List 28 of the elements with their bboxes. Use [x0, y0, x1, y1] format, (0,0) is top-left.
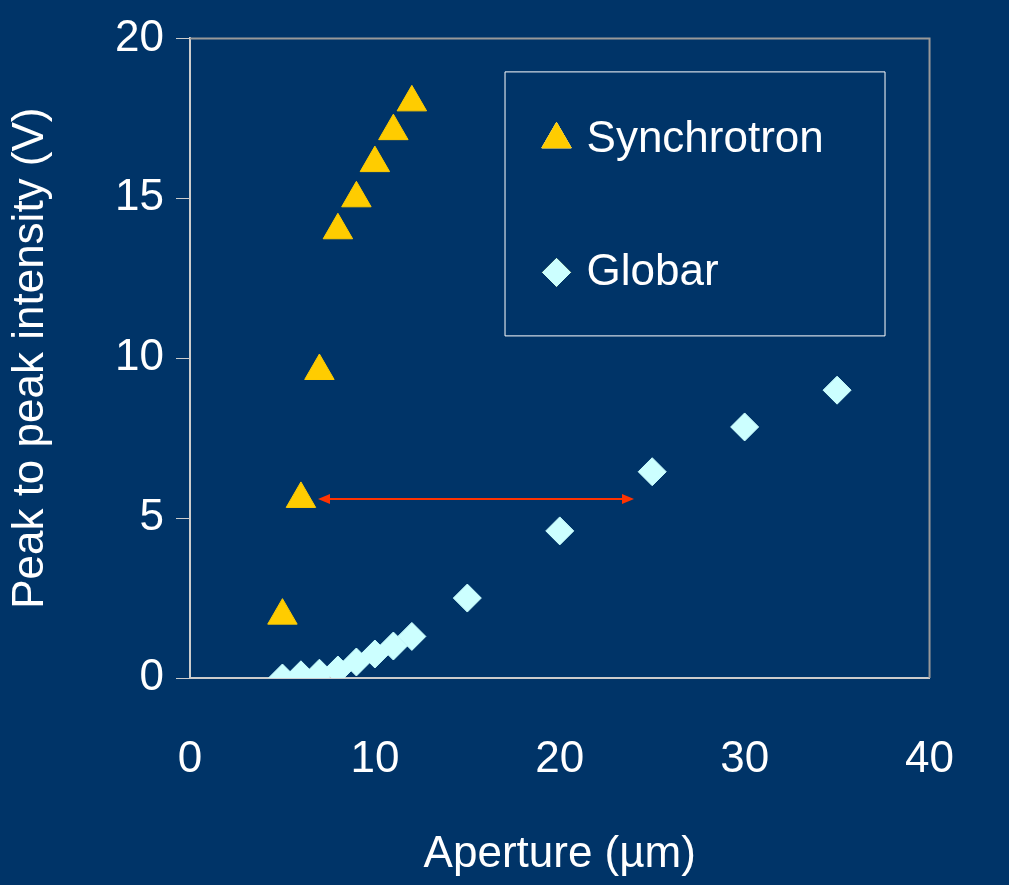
y-tick-label: 20 — [115, 10, 164, 60]
point — [822, 375, 852, 405]
point — [341, 180, 372, 208]
x-tick-label: 20 — [535, 731, 585, 781]
point — [397, 621, 427, 651]
point — [359, 145, 391, 173]
x-tick-label: 30 — [720, 731, 770, 781]
point — [637, 457, 667, 487]
y-tick-label: 0 — [139, 650, 164, 700]
legend-label: Synchrotron — [586, 111, 824, 161]
point — [545, 516, 575, 546]
point — [730, 412, 760, 442]
x-tick-label: 0 — [177, 731, 203, 781]
y-tick-label: 15 — [115, 170, 164, 220]
point — [378, 631, 408, 661]
point — [396, 84, 428, 112]
x-tick-label: 40 — [905, 731, 955, 781]
point — [378, 113, 409, 141]
y-tick-label: 10 — [115, 330, 164, 380]
x-axis-title: Aperture (µm) — [423, 826, 696, 876]
y-axis-title: Peak to peak intensity (V) — [2, 107, 52, 609]
x-tick-label: 10 — [350, 731, 400, 781]
point — [452, 583, 482, 613]
point — [322, 212, 354, 240]
y-tick-label: 5 — [139, 490, 164, 540]
legend-label: Globar — [586, 244, 719, 294]
point — [341, 647, 371, 677]
point — [360, 639, 390, 669]
